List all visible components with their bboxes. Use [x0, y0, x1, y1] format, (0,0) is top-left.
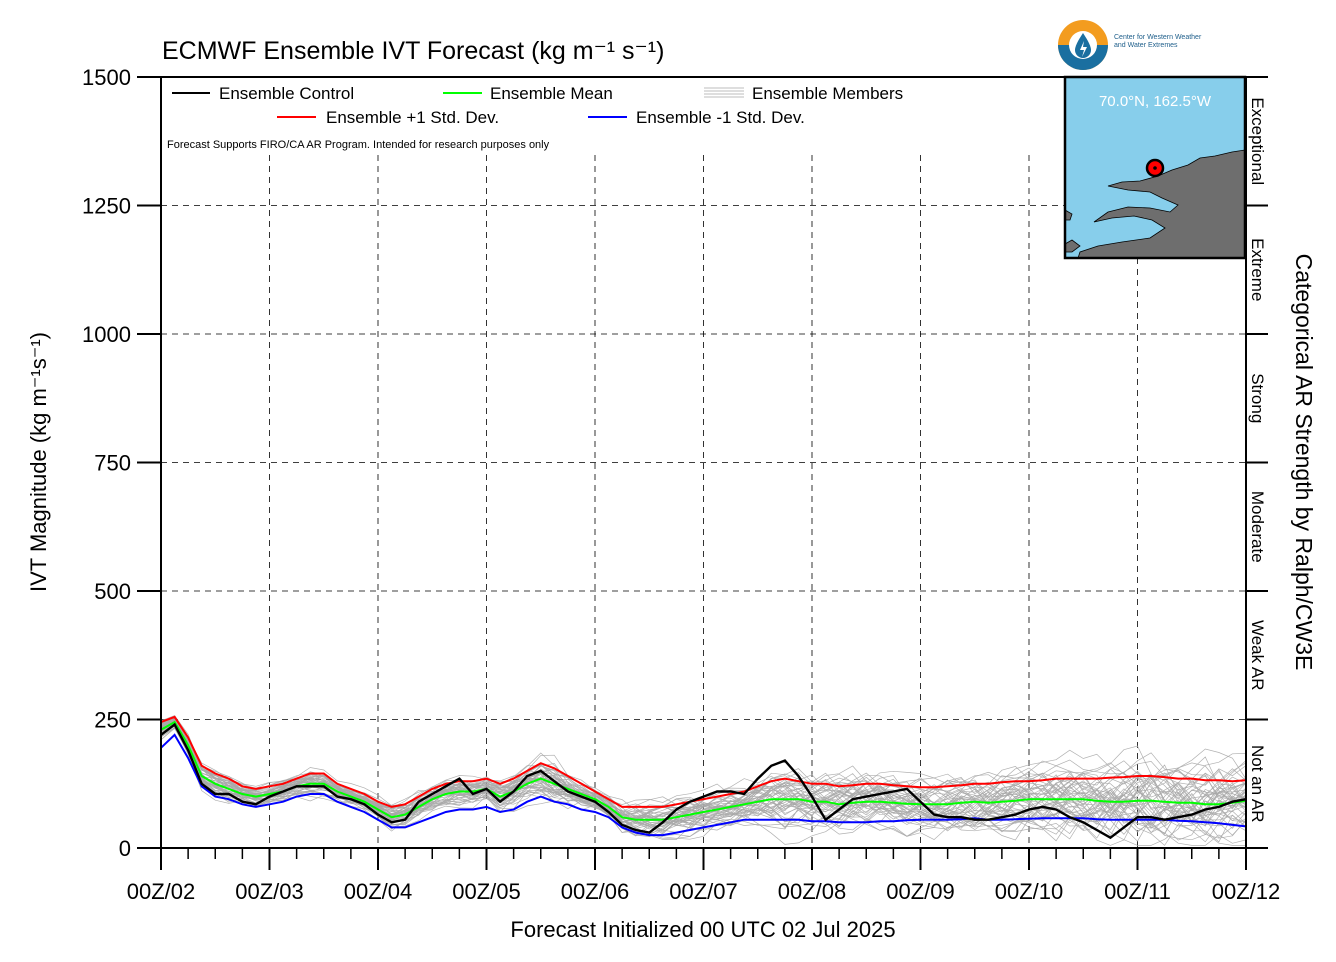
- y-tick-label: 1500: [82, 65, 131, 90]
- x-tick-label: 00Z/08: [778, 879, 847, 904]
- ensemble-member-line: [160, 723, 1247, 841]
- category-label: Strong: [1248, 373, 1267, 423]
- y-axis: 0 250 500 750 1000 1250 1500: [82, 65, 161, 861]
- series-line-mean: [160, 720, 1247, 821]
- x-tick-label: 00Z/10: [995, 879, 1064, 904]
- category-label: Extreme: [1248, 238, 1267, 301]
- legend-swatch-members: [704, 87, 744, 98]
- ensemble-member-line: [160, 721, 1247, 829]
- x-tick-label: 00Z/03: [235, 879, 304, 904]
- legend: Ensemble Control Ensemble Mean Ensemble …: [167, 84, 903, 151]
- x-tick-label: 00Z/04: [344, 879, 413, 904]
- inset-map: 70.0°N, 162.5°W: [1063, 75, 1247, 260]
- chart-title: ECMWF Ensemble IVT Forecast (kg m⁻¹ s⁻¹): [162, 37, 664, 65]
- x-tick-label: 00Z/05: [452, 879, 521, 904]
- series-line-control: [160, 722, 1247, 840]
- cw3e-logo-icon: [1058, 20, 1108, 70]
- x-axis: 00Z/02 00Z/03 00Z/04 00Z/05 00Z/06 00Z/07 00Z/…: [127, 848, 1281, 904]
- series-line-minus: [160, 733, 1247, 837]
- y-tick-label: 250: [94, 708, 131, 733]
- legend-label-mean: Ensemble Mean: [490, 84, 613, 103]
- land-mass: [1077, 149, 1246, 259]
- right-axis-label: Categorical AR Strength by Ralph/CW3E: [1291, 254, 1317, 671]
- category-axis: Not an AR Weak AR Moderate Strong Extreme Exc…: [1246, 76, 1268, 849]
- logo-text: Center for Western Weather and Water Ext…: [1114, 34, 1202, 49]
- legend-label-plus: Ensemble +1 Std. Dev.: [326, 108, 499, 127]
- category-label: Weak AR: [1248, 620, 1267, 691]
- category-label: Exceptional: [1248, 97, 1267, 185]
- ensemble-member-line: [160, 721, 1247, 826]
- grid: [161, 155, 1246, 848]
- x-axis-label: Forecast Initialized 00 UTC 02 Jul 2025: [510, 917, 895, 942]
- ensemble-member-line: [160, 721, 1247, 835]
- x-tick-label: 00Z/09: [886, 879, 955, 904]
- y-tick-label: 1250: [82, 194, 131, 219]
- y-tick-label: 500: [94, 579, 131, 604]
- x-tick-label: 00Z/07: [669, 879, 738, 904]
- category-label: Not an AR: [1248, 745, 1267, 823]
- legend-label-control: Ensemble Control: [219, 84, 354, 103]
- y-axis-label: IVT Magnitude (kg m⁻¹s⁻¹): [26, 332, 51, 592]
- series-lines: [160, 715, 1247, 840]
- legend-label-minus: Ensemble -1 Std. Dev.: [636, 108, 805, 127]
- x-tick-label: 00Z/12: [1212, 879, 1281, 904]
- legend-label-members: Ensemble Members: [752, 84, 903, 103]
- y-tick-label: 1000: [82, 322, 131, 347]
- research-note: Forecast Supports FIRO/CA AR Program. In…: [167, 139, 550, 151]
- x-tick-label: 00Z/06: [561, 879, 630, 904]
- ensemble-member-line: [160, 719, 1247, 836]
- x-tick-label: 00Z/02: [127, 879, 196, 904]
- ensemble-member-line: [160, 716, 1247, 846]
- x-tick-label: 00Z/11: [1104, 879, 1171, 904]
- y-tick-label: 750: [94, 451, 131, 476]
- ensemble-member-line: [160, 720, 1247, 836]
- series-line-plus: [160, 715, 1247, 808]
- inset-location-label: 70.0°N, 162.5°W: [1099, 93, 1212, 110]
- category-label: Moderate: [1248, 491, 1267, 563]
- ensemble-member-line: [160, 725, 1247, 827]
- y-tick-label: 0: [119, 836, 131, 861]
